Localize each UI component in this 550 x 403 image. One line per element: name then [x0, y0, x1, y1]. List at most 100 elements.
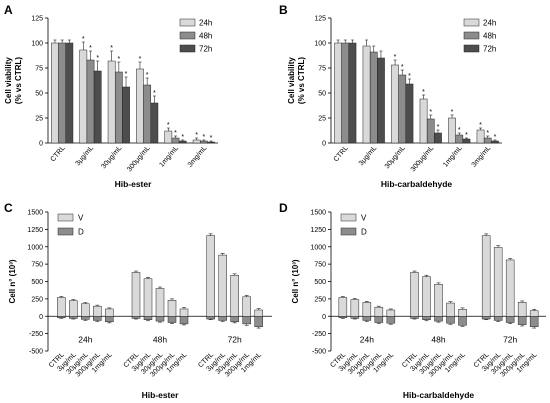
bar	[199, 140, 208, 144]
y-tick-label: 1250	[310, 227, 326, 234]
bar	[86, 59, 95, 144]
legend-label: 72h	[199, 45, 212, 54]
bar	[505, 316, 515, 323]
panel-c: C Cell n° (10³) -500 -250 0 250 500 750 1000 1250…	[4, 201, 272, 400]
bar	[491, 140, 499, 144]
legend-label: D	[361, 228, 367, 237]
bar	[254, 309, 263, 317]
panel-b: B Cell viability(% vs CTRL) 0 25 50 75 100 125 C…	[279, 3, 502, 189]
bar	[58, 42, 67, 144]
significance-mark: *	[479, 122, 482, 129]
bar	[341, 42, 350, 144]
bar	[57, 316, 66, 318]
group-label: 24h	[78, 334, 92, 344]
y-tick-label: 1000	[27, 244, 43, 251]
y-axis-label: Cell viability(% vs CTRL)	[287, 57, 306, 104]
significance-mark: *	[89, 45, 92, 52]
legend-swatch	[463, 31, 480, 40]
bar	[362, 302, 372, 317]
x-tick-label: 3μg/mL	[75, 145, 96, 168]
significance-mark: *	[202, 134, 205, 141]
significance-mark: *	[117, 56, 120, 63]
x-axis-label: Hib-carbaldehyde	[381, 179, 453, 189]
bar	[192, 139, 201, 144]
bar	[242, 296, 251, 317]
bar	[362, 316, 372, 321]
x-tick-label: 30μg/mL	[384, 145, 407, 171]
x-tick-label: 3μg/mL	[358, 145, 379, 168]
bar	[434, 132, 442, 144]
group-label: 24h	[360, 334, 374, 344]
bar	[179, 316, 189, 325]
significance-mark: *	[195, 132, 198, 139]
y-tick-label: 1500	[310, 210, 326, 217]
significance-mark: *	[174, 130, 177, 137]
bar	[517, 316, 527, 325]
significance-mark: *	[110, 45, 113, 52]
y-tick-label: 250	[314, 296, 326, 303]
y-tick-label: 1500	[27, 210, 43, 217]
bar	[374, 316, 384, 323]
bar	[114, 71, 123, 144]
group-label: 48h	[431, 334, 445, 344]
bar	[377, 57, 385, 144]
bar	[218, 254, 227, 317]
y-tick-label: 25	[35, 116, 43, 123]
bar	[131, 316, 141, 319]
bar	[410, 272, 419, 317]
bar	[422, 316, 431, 320]
legend-label: 72h	[483, 45, 496, 54]
bar	[458, 316, 467, 326]
bar	[122, 86, 130, 144]
bar	[79, 49, 88, 144]
x-axis-label: Hib-ester	[115, 179, 153, 189]
x-tick-label: 3mg/mL	[187, 145, 209, 169]
significance-mark: *	[139, 56, 142, 63]
significance-mark: *	[408, 73, 411, 80]
bar	[230, 274, 239, 317]
y-axis-label: Cell viability(% vs CTRL)	[4, 57, 23, 104]
bar	[398, 74, 407, 144]
y-axis-label: Cell n° (10³)	[8, 259, 17, 303]
legend-label: 48h	[483, 32, 496, 41]
bar	[65, 42, 74, 144]
significance-mark: *	[429, 109, 432, 116]
y-axis-label-line: Cell n° (10³)	[291, 259, 300, 303]
panel-label: B	[279, 3, 288, 17]
bar	[93, 316, 102, 321]
bar	[362, 45, 371, 144]
y-tick-label: -500	[29, 349, 43, 356]
legend-swatch	[463, 44, 480, 53]
bar	[481, 316, 491, 320]
bar	[206, 235, 215, 317]
bar	[167, 316, 177, 323]
y-tick-label: 750	[31, 262, 43, 269]
bar	[218, 316, 227, 321]
bar	[434, 284, 443, 317]
bar	[369, 51, 378, 144]
legend-label: D	[78, 228, 84, 237]
bar	[446, 316, 455, 324]
bar	[493, 247, 503, 317]
bar	[455, 134, 464, 144]
bar	[529, 316, 539, 327]
legend-swatch	[463, 18, 480, 27]
legend-label: 24h	[483, 19, 496, 28]
significance-mark: *	[82, 36, 85, 43]
panel-label: D	[279, 201, 288, 215]
significance-mark: *	[394, 54, 397, 61]
bar	[391, 64, 399, 144]
y-tick-label: 100	[31, 41, 43, 48]
bar	[81, 303, 90, 317]
legend-swatch	[340, 213, 357, 222]
panel-label: C	[4, 201, 13, 215]
x-tick-label: CTRL	[333, 145, 350, 164]
legend-swatch	[179, 44, 196, 53]
panel-label: A	[4, 3, 13, 17]
significance-mark: *	[146, 72, 149, 79]
y-tick-label: 125	[314, 16, 326, 23]
legend-label: 48h	[199, 32, 212, 41]
legend-swatch	[57, 213, 74, 222]
bar	[93, 70, 102, 144]
bar	[254, 316, 263, 327]
